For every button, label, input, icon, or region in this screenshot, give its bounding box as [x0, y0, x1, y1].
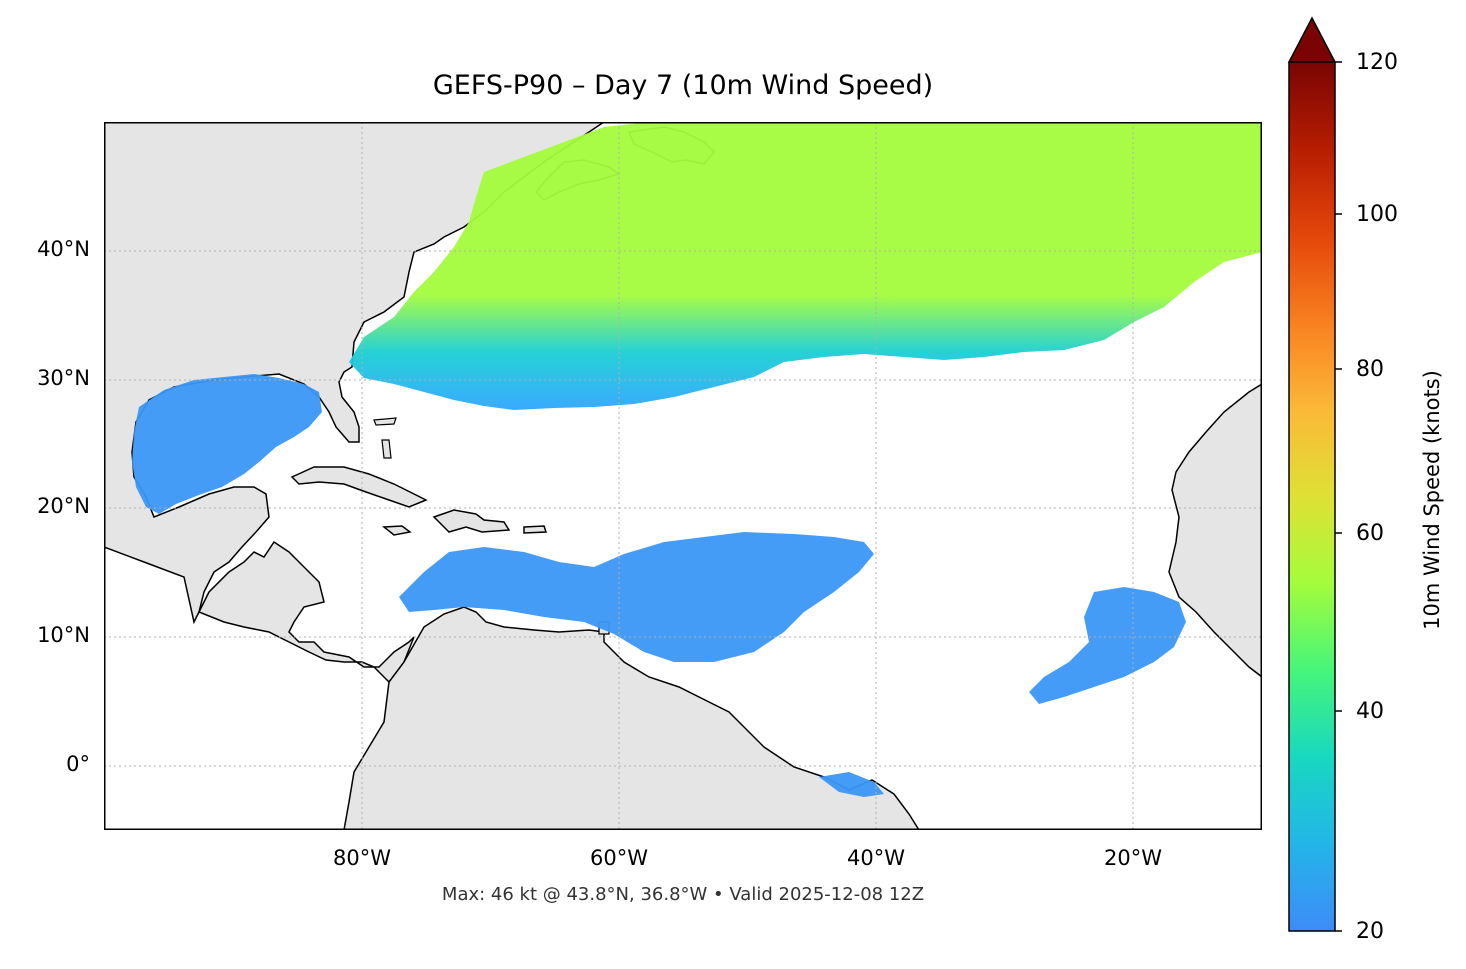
- colorbar-tick-20: 20: [1356, 919, 1384, 944]
- max-valid-footnote: Max: 46 kt @ 43.8°N, 36.8°W • Valid 2025…: [441, 884, 925, 905]
- bahamas-islands: [373, 417, 397, 459]
- hispaniola-island: [432, 509, 511, 533]
- south-america-land: [343, 606, 920, 830]
- lon-tick-40w: 40°W: [847, 846, 905, 870]
- puerto-rico-island: [523, 525, 548, 534]
- colorbar-ramp: [1288, 61, 1336, 932]
- wind-field-north-atlantic: [349, 122, 1262, 410]
- map-frame: [104, 122, 1262, 830]
- colorbar-tick-60: 60: [1356, 521, 1384, 546]
- lon-tick-80w: 80°W: [333, 846, 391, 870]
- cuba-island: [290, 466, 428, 508]
- lon-tick-20w: 20°W: [1104, 846, 1162, 870]
- wind-field-eastern-atlantic: [1029, 587, 1186, 704]
- colorbar-tick-100: 100: [1356, 202, 1398, 227]
- colorbar: [1287, 16, 1342, 932]
- wind-field-equatorial: [819, 772, 884, 797]
- colorbar-label: 10m Wind Speed (knots): [1420, 370, 1444, 630]
- colorbar-tick-80: 80: [1356, 357, 1384, 382]
- lat-tick-30n: 30°N: [37, 366, 90, 390]
- gridlines: [104, 122, 1262, 830]
- wind-speed-map[interactable]: [104, 122, 1262, 830]
- colorbar-tick-120: 120: [1356, 50, 1398, 75]
- colorbar-tick-40: 40: [1356, 699, 1384, 724]
- central-america-land: [197, 540, 415, 684]
- colorbar-extend-arrow: [1287, 16, 1337, 63]
- jamaica-island: [381, 525, 412, 536]
- lat-tick-20n: 20°N: [37, 494, 90, 518]
- lat-tick-10n: 10°N: [37, 623, 90, 647]
- wind-field: [132, 122, 1262, 797]
- wind-field-gulf-of-mexico: [132, 374, 322, 514]
- wind-field-caribbean-atlantic: [399, 532, 874, 662]
- map-title: GEFS-P90 – Day 7 (10m Wind Speed): [432, 70, 934, 101]
- lat-tick-0: 0°: [66, 752, 90, 776]
- lon-tick-60w: 60°W: [590, 846, 648, 870]
- lat-tick-40n: 40°N: [37, 237, 90, 261]
- africa-land: [1168, 383, 1262, 678]
